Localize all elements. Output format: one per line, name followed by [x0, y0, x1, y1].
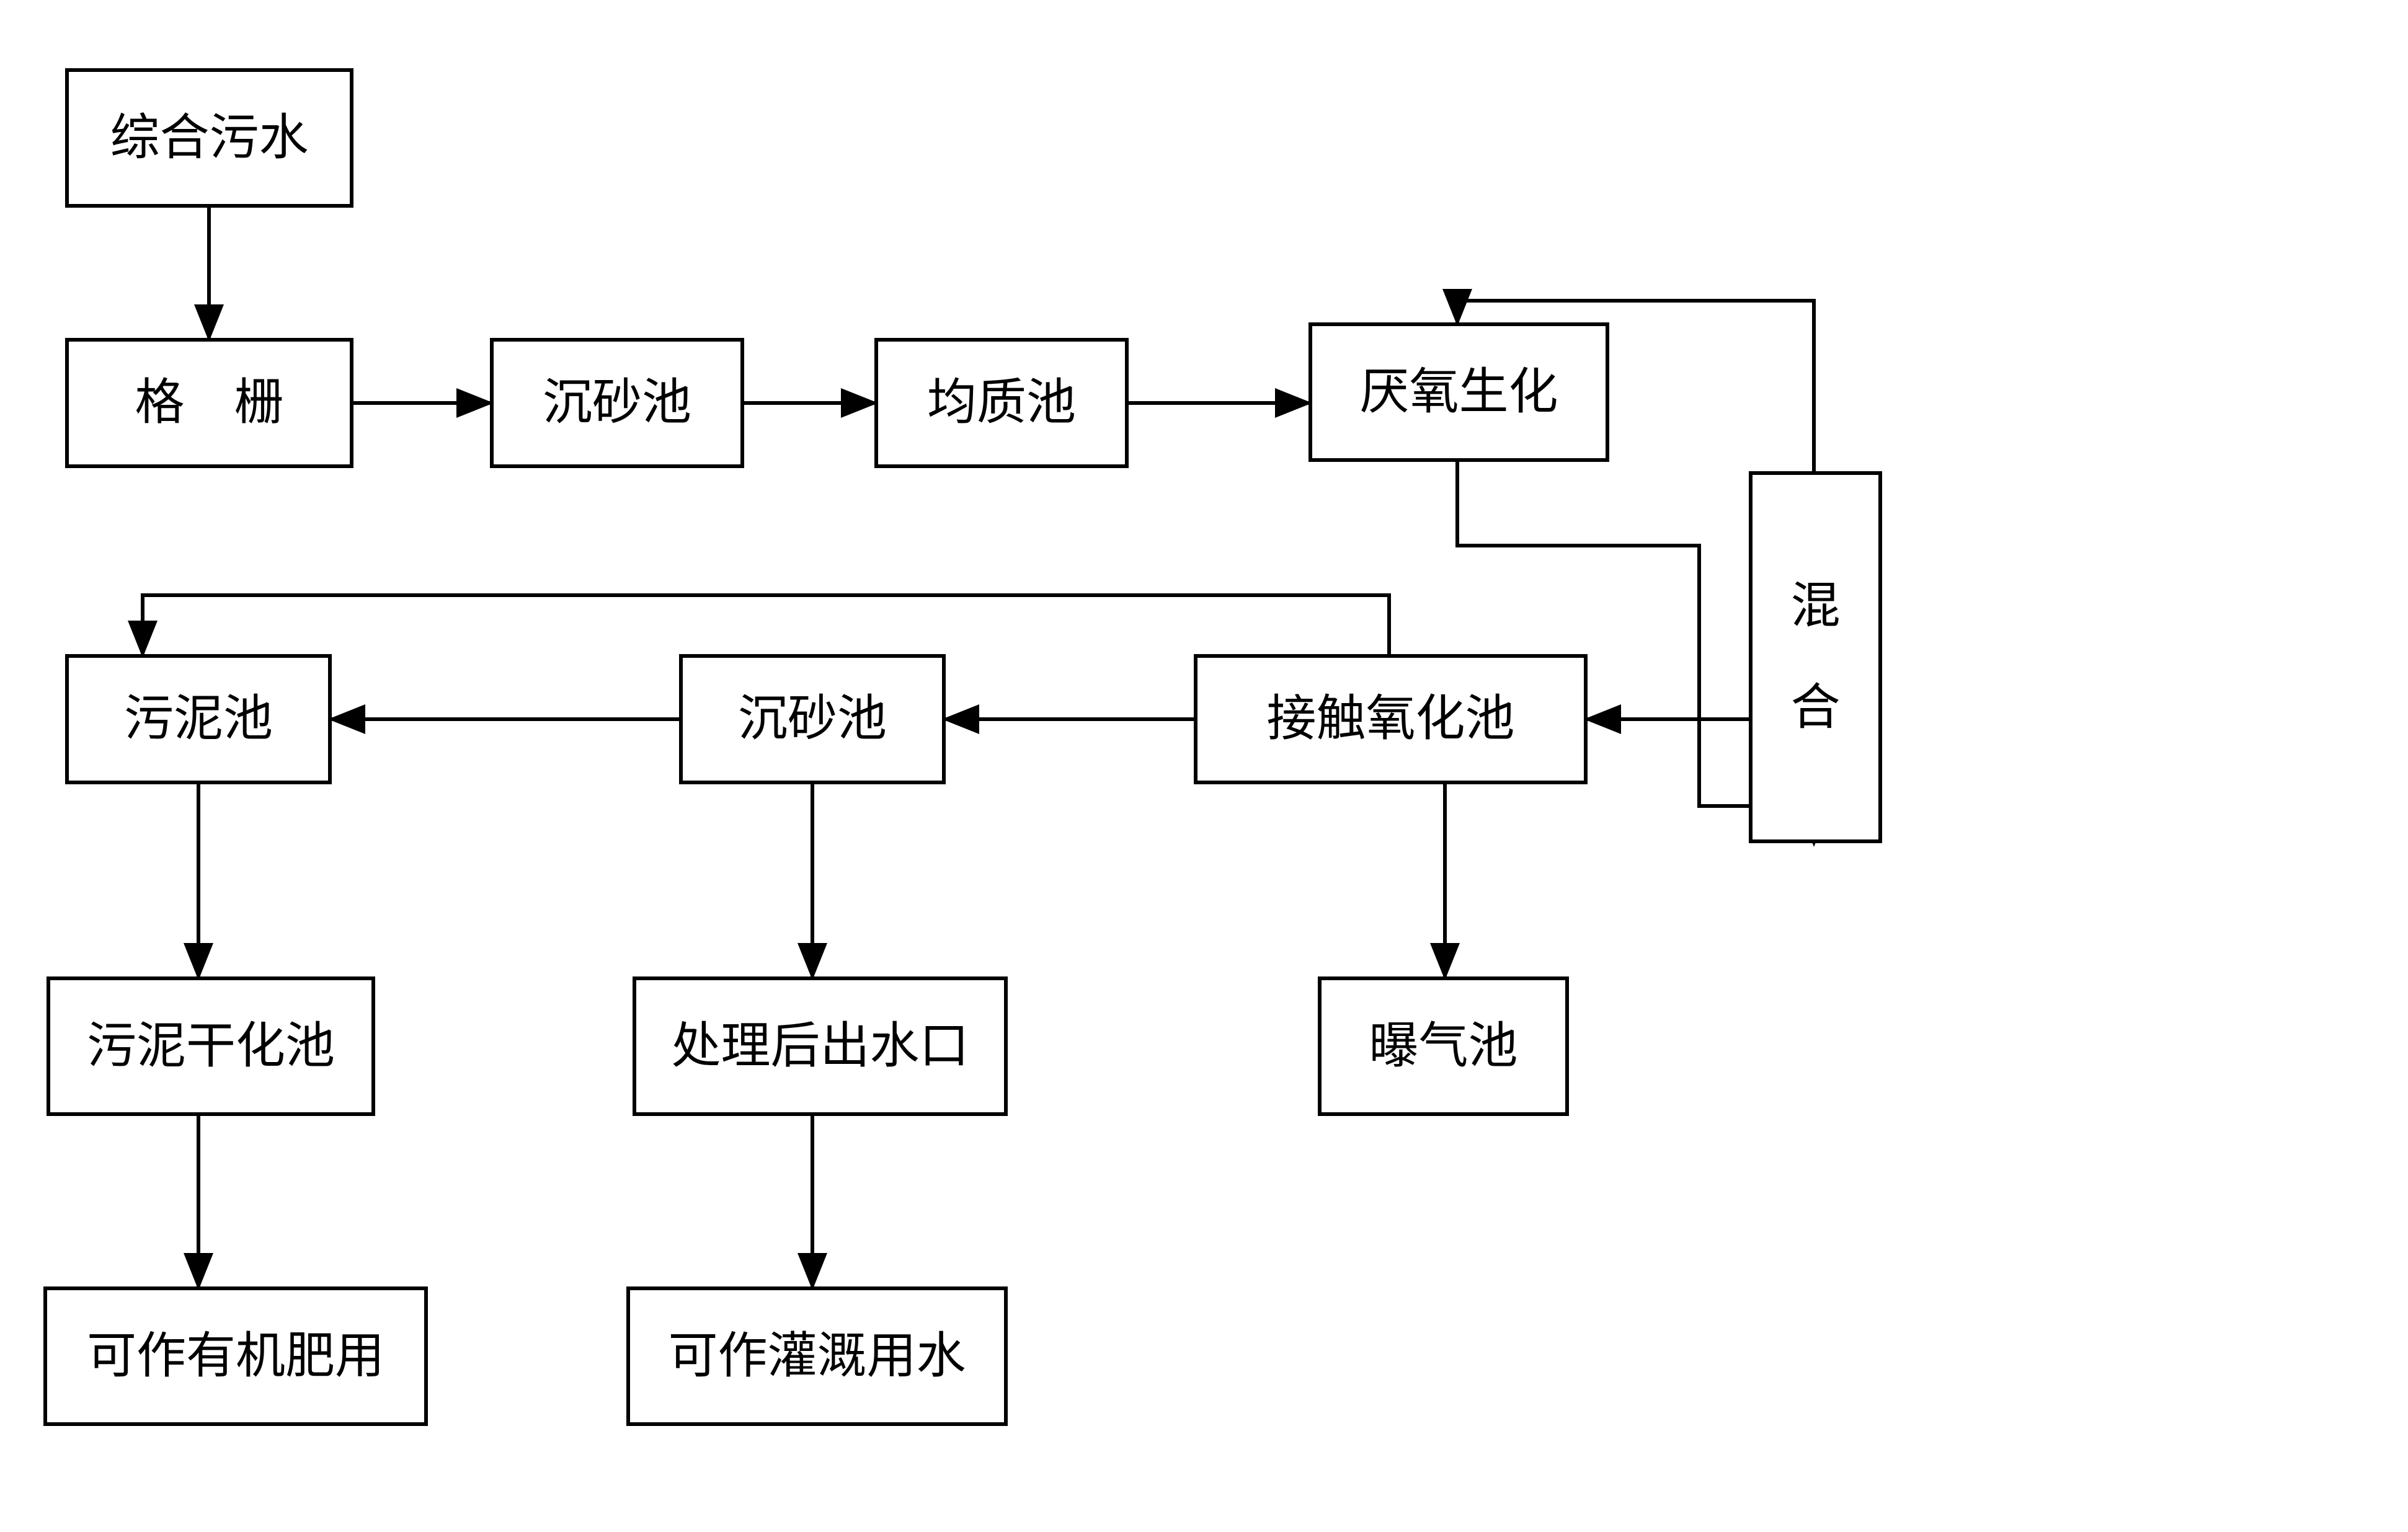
flowchart-node-n2: 格 栅: [65, 338, 353, 468]
flowchart-node-n4: 均质池: [874, 338, 1129, 468]
node-label: 厌氧生化: [1360, 360, 1558, 425]
edge-n7-n9: [143, 595, 1389, 654]
flowchart-node-n6: 混合: [1749, 471, 1882, 843]
node-label: 可作有机肥用: [87, 1324, 384, 1389]
flowchart-node-n8: 沉砂池: [679, 654, 946, 784]
node-label: 接触氧化池: [1267, 687, 1515, 751]
node-label: 可作灌溉用水: [669, 1324, 966, 1389]
node-label: 均质池: [927, 371, 1076, 435]
node-label: 综合污水: [110, 106, 309, 170]
node-label: 沉砂池: [543, 371, 691, 435]
flowchart-node-n14: 可作有机肥用: [43, 1286, 428, 1426]
flowchart-node-n7: 接触氧化池: [1194, 654, 1588, 784]
node-label: 沉砂池: [738, 687, 887, 751]
flowchart-node-n9: 污泥池: [65, 654, 332, 784]
node-label: 混合: [1791, 574, 1841, 740]
flowchart-node-n12: 污泥干化池: [47, 976, 375, 1116]
flowchart-node-n11: 处理后出水口: [633, 976, 1008, 1116]
node-label: 曝气池: [1369, 1014, 1518, 1079]
node-label: 处理后出水口: [672, 1014, 969, 1079]
flowchart-node-n3: 沉砂池: [490, 338, 744, 468]
node-label: 格 栅: [135, 371, 284, 435]
node-label: 污泥干化池: [87, 1014, 335, 1079]
node-label: 污泥池: [124, 687, 273, 751]
flowchart-node-n5: 厌氧生化: [1308, 322, 1609, 462]
flowchart-node-n13: 可作灌溉用水: [626, 1286, 1008, 1426]
flowchart-node-n10: 曝气池: [1318, 976, 1569, 1116]
flowchart-node-n1: 综合污水: [65, 68, 353, 208]
